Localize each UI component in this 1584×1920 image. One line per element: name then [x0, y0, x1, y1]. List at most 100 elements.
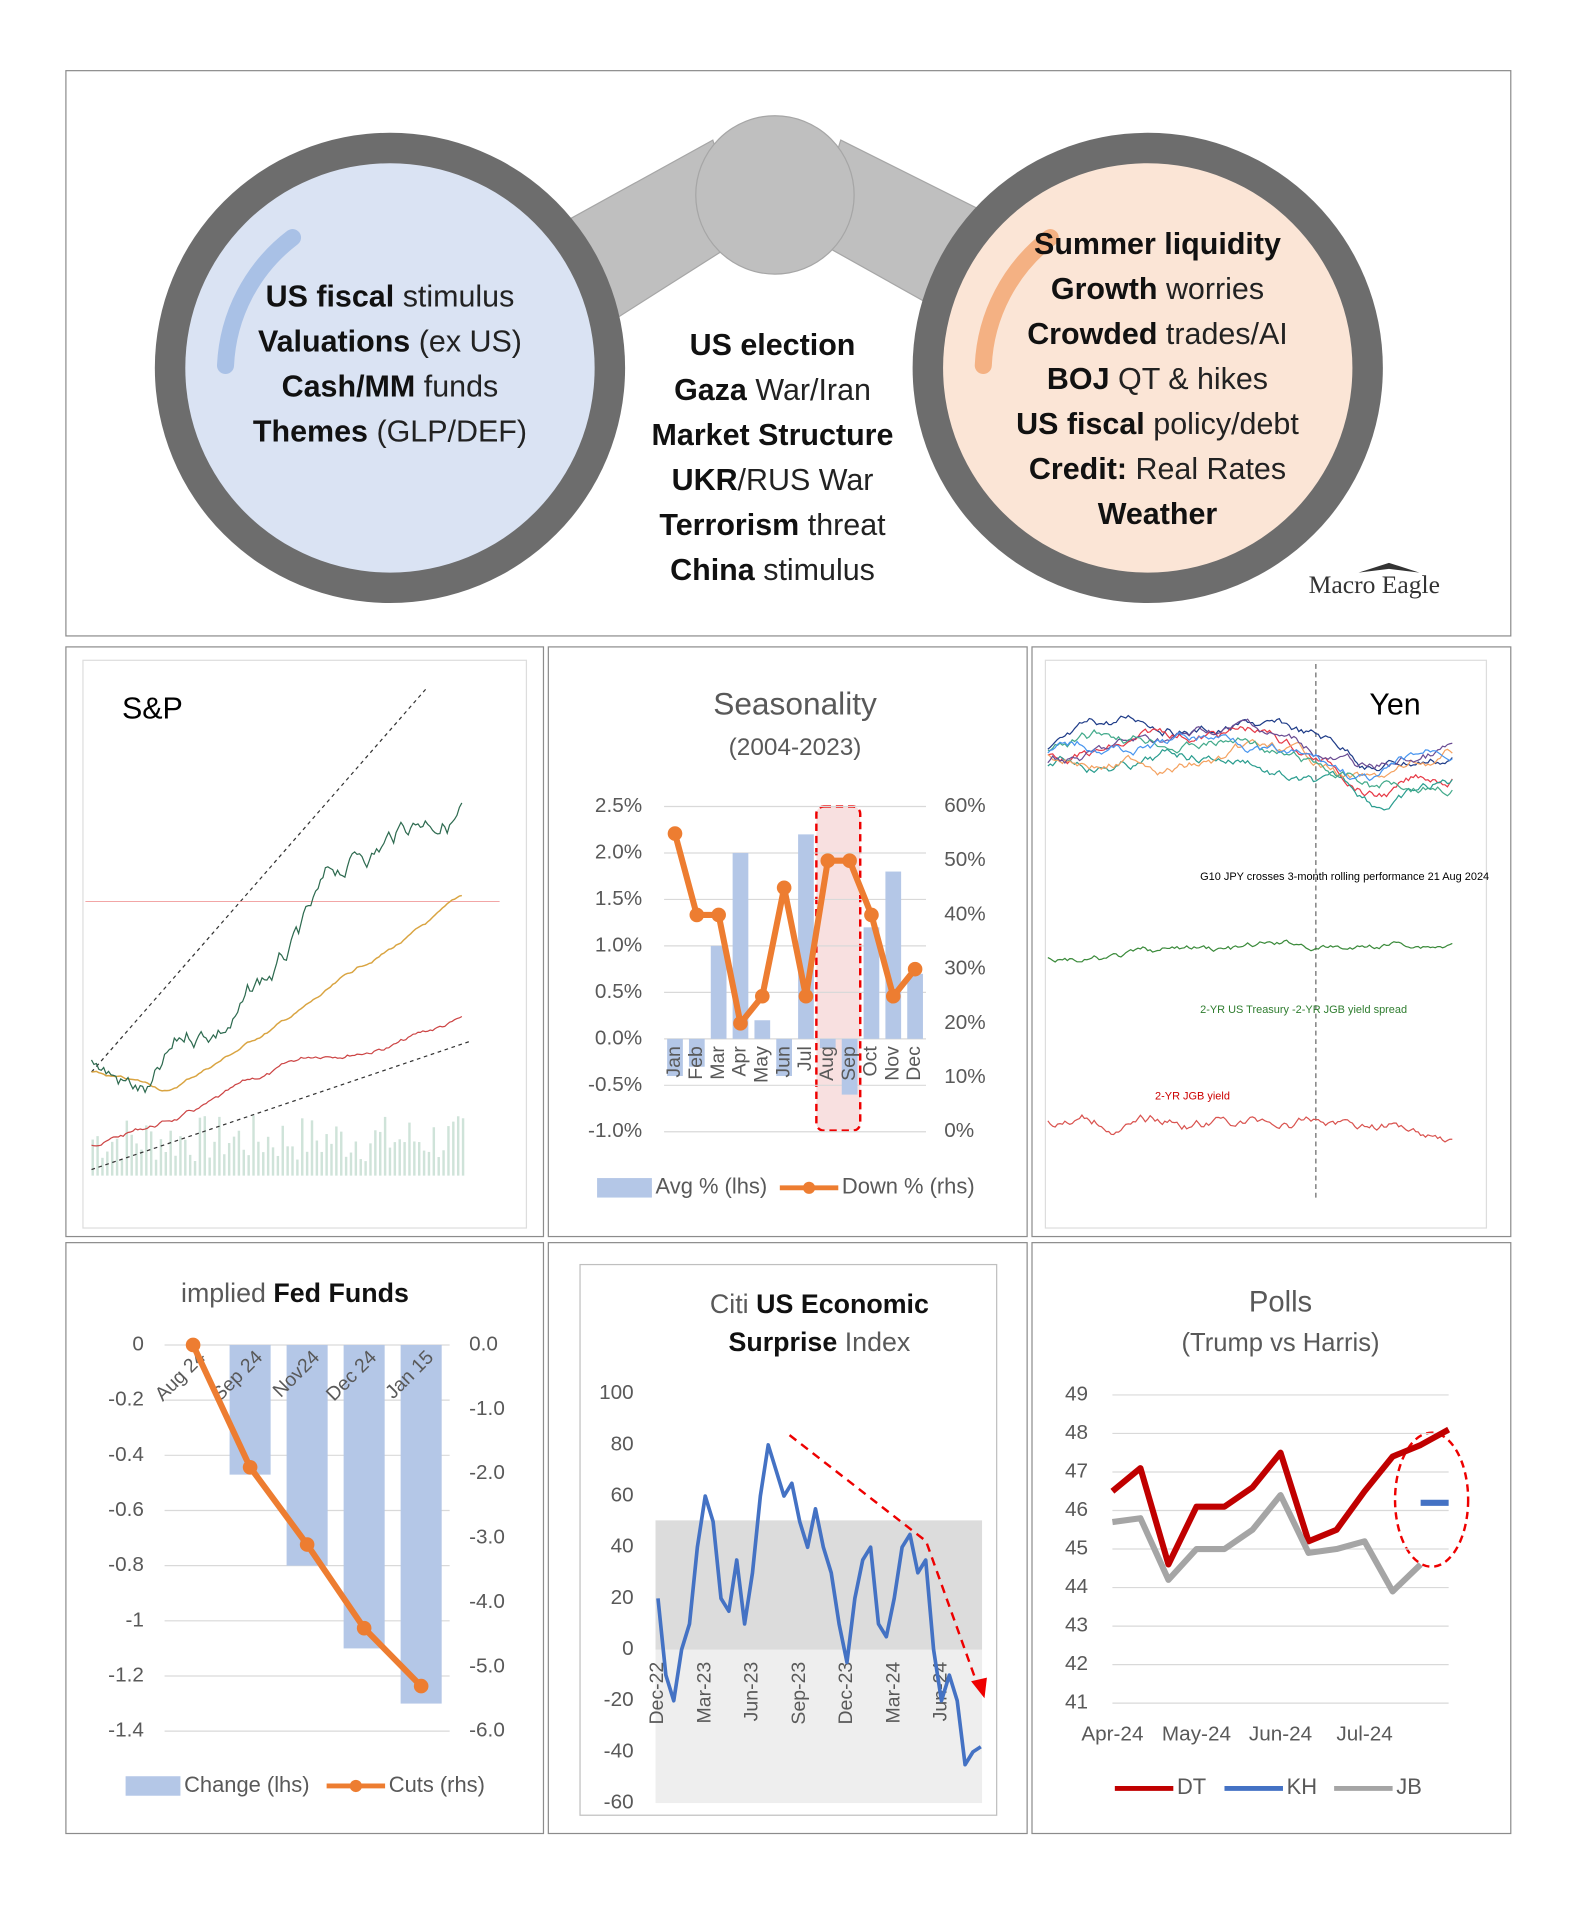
- x-tick-label: Jul-24: [1336, 1722, 1392, 1745]
- text-part: Gaza: [674, 373, 748, 407]
- x-tick-label: Apr-24: [1081, 1722, 1143, 1745]
- decor-volume: [296, 1159, 299, 1176]
- decor-volume: [96, 1136, 99, 1176]
- point: [885, 988, 901, 1004]
- tick-label: -60: [604, 1791, 634, 1814]
- x-tick-label: Dec: [903, 1046, 925, 1081]
- decor-volume: [291, 1146, 294, 1176]
- text-part: Credit:: [1029, 452, 1127, 486]
- decor-volume: [388, 1147, 392, 1176]
- decor-volume: [223, 1154, 226, 1176]
- point: [864, 907, 879, 923]
- bar: [688, 1038, 705, 1067]
- chart-title: Yen: [1369, 688, 1420, 722]
- legend-label: Avg % (lhs): [656, 1174, 768, 1199]
- text-line: (Trump vs Harris): [1182, 1329, 1380, 1357]
- x-tick-label: Dec-22: [646, 1662, 668, 1725]
- tick-label: 48: [1065, 1421, 1088, 1444]
- decor-volume: [101, 1157, 104, 1176]
- decor-volume: [330, 1143, 333, 1176]
- point: [907, 961, 923, 977]
- legend-swatch: [597, 1178, 652, 1198]
- hub-circle: [695, 115, 855, 275]
- decor-volume: [456, 1116, 460, 1176]
- tick-label: -0.5%: [588, 1073, 642, 1096]
- legend-marker: [802, 1181, 816, 1194]
- text-line: Surprise Index: [729, 1327, 911, 1357]
- decor-volume: [413, 1141, 416, 1176]
- decor-volume: [320, 1151, 323, 1176]
- decor-volume: [135, 1143, 138, 1176]
- decor-volume: [408, 1122, 411, 1176]
- decor-volume: [281, 1125, 284, 1176]
- text-part: US fiscal: [266, 280, 395, 314]
- decor-volume: [335, 1126, 338, 1176]
- text-part: stimulus: [763, 553, 875, 587]
- text-line: Market Structure: [652, 418, 894, 452]
- decor-volume: [437, 1157, 440, 1176]
- point: [798, 988, 814, 1004]
- legend-label: JB: [1396, 1774, 1422, 1799]
- bar: [798, 834, 814, 1039]
- text-line: Credit: Real Rates: [1029, 452, 1286, 486]
- decor-line: [1047, 738, 1453, 779]
- bar: [754, 1020, 771, 1039]
- decor-volume: [432, 1127, 436, 1176]
- decor-volume: [184, 1139, 187, 1176]
- decor-volume: [266, 1136, 270, 1176]
- text-line: US election: [690, 328, 856, 362]
- decor-volume: [193, 1161, 197, 1176]
- decor-volume: [398, 1139, 401, 1176]
- right-circle: [943, 163, 1353, 573]
- text-part: US election: [690, 328, 856, 362]
- tick-label: 2.5%: [595, 794, 642, 817]
- tick-label: 20: [611, 1586, 634, 1609]
- text-part: stimulus: [403, 280, 515, 314]
- decor-channel: [91, 1041, 470, 1171]
- text-part: policy/debt: [1153, 407, 1299, 441]
- tick-label: -0.2: [108, 1388, 144, 1411]
- x-tick-label: May: [750, 1046, 772, 1083]
- x-tick-label: Jun: [772, 1046, 794, 1077]
- tick-label: -1: [125, 1608, 143, 1631]
- decor-volume: [427, 1151, 431, 1176]
- x-tick-label: Nov: [881, 1046, 903, 1081]
- decor-volume: [349, 1152, 353, 1176]
- decor-volume: [364, 1161, 367, 1176]
- decor-volume: [174, 1155, 177, 1176]
- decor-volume: [91, 1139, 94, 1176]
- panel: [547, 646, 1028, 1238]
- text-part: threat: [808, 508, 886, 542]
- annotation: G10 JPY crosses 3-month rolling performa…: [1200, 871, 1489, 883]
- decor-volume: [252, 1115, 255, 1176]
- text-part: Seasonality: [713, 686, 877, 722]
- tick-label: 80: [611, 1432, 634, 1455]
- decor-line: [91, 894, 462, 1092]
- decor-volume: [154, 1159, 158, 1176]
- point: [242, 1459, 258, 1475]
- tick-label: -1.0%: [588, 1119, 642, 1142]
- decor-line: [91, 1015, 463, 1147]
- decor-volume: [325, 1134, 328, 1176]
- text-part: Fed Funds: [273, 1278, 408, 1308]
- tick-label: 30%: [944, 957, 985, 980]
- text-line: US fiscal policy/debt: [1016, 407, 1299, 441]
- legend-label: Change (lhs): [184, 1772, 309, 1797]
- point: [413, 1678, 429, 1694]
- legend-label: Down % (rhs): [842, 1174, 975, 1199]
- text-part: (Trump vs Harris): [1182, 1329, 1380, 1357]
- tick-label: 60: [611, 1484, 634, 1507]
- decor-volume: [369, 1143, 372, 1176]
- decor-volume: [110, 1141, 114, 1176]
- decor-volume: [262, 1152, 265, 1176]
- x-tick-label: Aug: [816, 1046, 838, 1081]
- decor-volume: [301, 1118, 304, 1176]
- decor-volume: [203, 1116, 207, 1176]
- decor-volume: [115, 1138, 119, 1176]
- tick-label: 0.5%: [595, 980, 642, 1003]
- tick-label: 2.0%: [595, 840, 642, 863]
- bar: [907, 973, 923, 1039]
- tick-label: 49: [1065, 1382, 1088, 1405]
- x-tick-label: Oct: [860, 1046, 882, 1077]
